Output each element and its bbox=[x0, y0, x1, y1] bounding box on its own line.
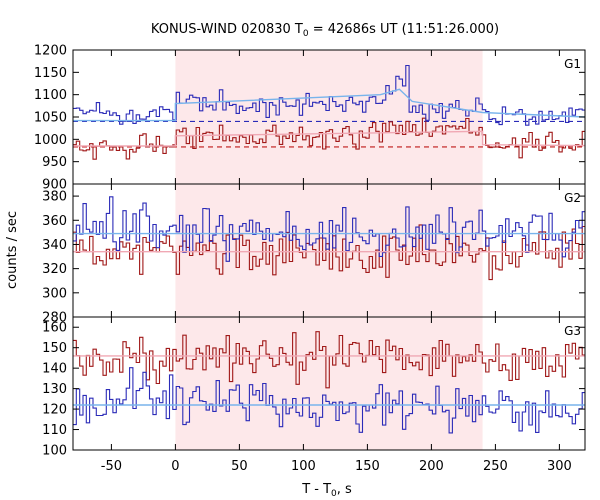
x-tick-label: 0 bbox=[171, 459, 179, 474]
y-tick-label: 360 bbox=[42, 214, 67, 229]
series-blue-g2 bbox=[73, 196, 585, 262]
y-tick-label: 340 bbox=[42, 238, 67, 253]
panel-g1: 900 950 1000 1050 1100 1150 1200 G1 bbox=[34, 44, 586, 193]
y-tick-label: 160 bbox=[42, 321, 67, 336]
y-tick-label: 120 bbox=[42, 403, 67, 418]
panel-g2: 280 300 320 340 360 380 G2 bbox=[42, 183, 586, 326]
fit-red-g1 bbox=[73, 130, 585, 147]
series-red-g3 bbox=[73, 331, 585, 389]
y-tick-label: 1100 bbox=[34, 88, 67, 103]
y-tick-label: 140 bbox=[42, 362, 67, 377]
x-tick-label: 200 bbox=[419, 459, 444, 474]
panel-plot-area bbox=[73, 331, 585, 434]
y-tick-label: 100 bbox=[42, 444, 67, 459]
highlight-band bbox=[175, 50, 483, 184]
y-tick-label: 320 bbox=[42, 262, 67, 277]
x-tick-label: -50 bbox=[101, 459, 122, 474]
chart-title: KONUS-WIND 020830 T0 = 42686s UT (11:51:… bbox=[151, 22, 499, 39]
y-tick-label: 110 bbox=[42, 423, 67, 438]
series-blue-g3 bbox=[73, 367, 585, 434]
panel-label-g2: G2 bbox=[564, 191, 581, 205]
x-tick-label: 300 bbox=[547, 459, 572, 474]
x-tick-label: 50 bbox=[231, 459, 248, 474]
panels-group: 90095010001050110011501200G1280300320340… bbox=[34, 44, 586, 474]
panel-plot-area bbox=[73, 64, 585, 160]
series-red-g1 bbox=[73, 117, 585, 160]
fit-blue-g1 bbox=[73, 88, 585, 122]
y-axis-label: counts / sec bbox=[5, 211, 20, 289]
y-tick-label: 1050 bbox=[34, 111, 67, 126]
y-tick-label: 1150 bbox=[34, 66, 67, 81]
y-tick-label: 1000 bbox=[34, 133, 67, 148]
y-tick-label: 900 bbox=[42, 178, 67, 193]
y-tick-label: 150 bbox=[42, 341, 67, 356]
y-tick-label: 300 bbox=[42, 286, 67, 301]
y-tick-label: 280 bbox=[42, 311, 67, 326]
y-tick-label: 380 bbox=[42, 190, 67, 205]
panel-plot-area bbox=[73, 196, 585, 281]
panel-g3: 100 110 120 130 140 150 160 -50 0 50 100 150 200 250 3… bbox=[42, 316, 586, 474]
y-tick-label: 130 bbox=[42, 382, 67, 397]
panel-label-g1: G1 bbox=[564, 57, 581, 71]
x-tick-label: 150 bbox=[355, 459, 380, 474]
panel-label-g3: G3 bbox=[564, 324, 581, 338]
panel-frame bbox=[72, 316, 586, 451]
x-tick-label: 250 bbox=[483, 459, 508, 474]
y-tick-label: 950 bbox=[42, 155, 67, 170]
x-tick-label: 100 bbox=[291, 459, 316, 474]
y-tick-label: 1200 bbox=[34, 44, 67, 59]
x-axis-label: T - T0, s bbox=[301, 482, 352, 499]
